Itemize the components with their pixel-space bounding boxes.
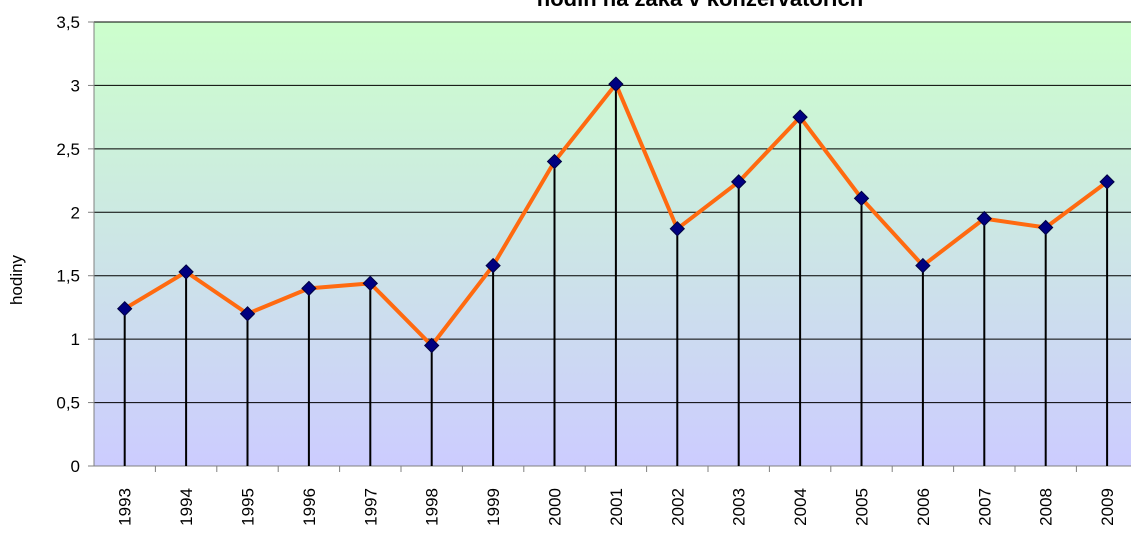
marker: [178, 264, 194, 280]
x-tick-label: 2007: [975, 488, 994, 526]
marker: [546, 153, 563, 170]
x-tick-label: 1994: [177, 488, 196, 526]
marker: [239, 306, 256, 322]
x-tick-label: 2000: [546, 488, 565, 526]
y-tick-label: 1,5: [56, 267, 80, 286]
x-tick-label: 2006: [914, 488, 933, 526]
marker: [608, 76, 624, 92]
chart-title: hodin na žáka v konzervatořích: [537, 0, 863, 11]
y-tick-label: 0: [71, 457, 80, 476]
x-tick-label: 1999: [484, 488, 503, 526]
x-tick-label: 1993: [116, 488, 135, 526]
x-tick-label: 2005: [853, 488, 872, 526]
plot-area: [94, 22, 1131, 466]
y-axis-label: hodiny: [7, 254, 26, 305]
marker: [301, 280, 317, 297]
marker: [1037, 219, 1054, 236]
x-tick-label: 1998: [423, 488, 442, 526]
x-tick-label: 2001: [607, 488, 626, 526]
x-tick-label: 2009: [1098, 488, 1117, 526]
marker: [853, 190, 870, 207]
marker: [730, 174, 747, 190]
marker: [423, 337, 440, 354]
x-tick-label: 1996: [300, 488, 319, 526]
y-tick-label: 3: [71, 76, 80, 95]
marker: [669, 221, 686, 237]
y-tick-label: 1: [71, 330, 80, 349]
marker: [915, 257, 931, 274]
marker: [116, 300, 133, 317]
x-tick-label: 2003: [730, 488, 749, 526]
marker: [485, 257, 501, 274]
marker: [362, 275, 379, 292]
marker: [792, 109, 808, 125]
x-tick-label: 2004: [791, 488, 810, 526]
y-tick-label: 2: [71, 203, 80, 222]
y-tick-label: 0,5: [56, 394, 80, 413]
x-tick-label: 1997: [361, 488, 380, 526]
marker: [1099, 174, 1115, 190]
x-tick-label: 1995: [239, 488, 258, 526]
marker: [976, 210, 993, 227]
x-tick-label: 2002: [668, 488, 687, 526]
y-tick-label: 2,5: [56, 140, 80, 159]
x-tick-label: 2008: [1037, 488, 1056, 526]
y-tick-label: 3,5: [56, 13, 80, 32]
